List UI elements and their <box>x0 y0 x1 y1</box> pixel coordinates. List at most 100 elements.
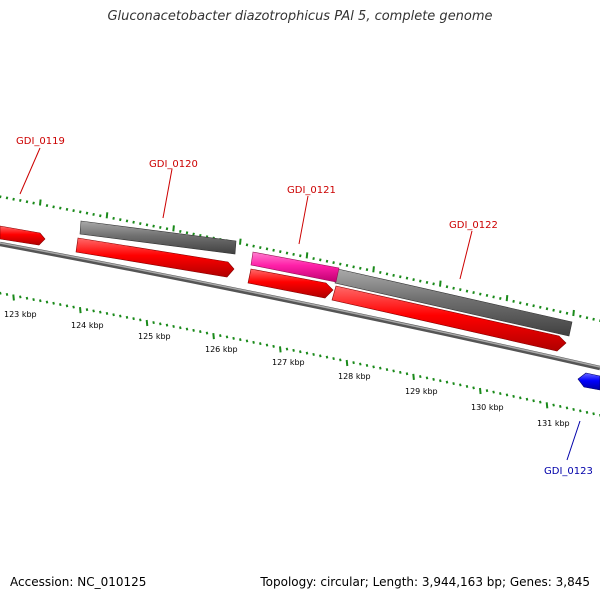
gene-arrow-gdi-0122[interactable] <box>331 285 567 352</box>
minor-tick <box>165 227 169 231</box>
major-tick <box>39 199 42 206</box>
minor-tick <box>312 257 315 261</box>
minor-tick <box>465 289 469 293</box>
minor-tick <box>485 389 489 393</box>
major-tick <box>172 225 175 232</box>
minor-tick <box>179 229 182 233</box>
minor-tick <box>499 296 502 300</box>
minor-tick <box>459 288 462 292</box>
minor-tick <box>559 404 562 408</box>
gene-label-gdi-0122[interactable]: GDI_0122 <box>449 220 498 231</box>
minor-tick <box>59 206 62 210</box>
minor-tick <box>419 279 422 283</box>
minor-tick <box>572 407 575 411</box>
leader-line-gdi-0120 <box>162 168 173 219</box>
minor-tick <box>565 311 569 315</box>
minor-tick <box>179 326 182 330</box>
minor-tick <box>525 302 529 306</box>
genome-backbone <box>0 241 600 371</box>
minor-tick <box>112 216 115 220</box>
minor-tick <box>45 204 49 208</box>
minor-tick <box>232 336 235 340</box>
minor-tick <box>32 201 35 205</box>
minor-tick <box>432 377 435 381</box>
minor-tick <box>525 397 529 401</box>
minor-tick <box>292 348 295 352</box>
leader-line-gdi-0121 <box>298 195 309 245</box>
minor-tick <box>352 361 355 365</box>
minor-tick <box>192 232 195 236</box>
minor-tick <box>592 317 595 321</box>
minor-tick <box>12 197 15 201</box>
gene-arrow-gdi-0120[interactable] <box>75 237 235 278</box>
major-tick <box>79 307 82 314</box>
minor-tick <box>372 365 375 369</box>
minor-tick <box>172 324 175 328</box>
minor-tick <box>119 218 122 222</box>
minor-tick <box>539 400 542 404</box>
minor-tick <box>512 394 515 398</box>
gene-arrow-gdi-0119[interactable] <box>0 225 46 246</box>
cds-block-gdi-0121[interactable] <box>250 251 340 283</box>
major-tick <box>505 295 509 302</box>
minor-tick <box>45 300 49 304</box>
gene-arrow-gdi-0123[interactable] <box>577 372 600 391</box>
cds-block-gdi-0120[interactable] <box>79 220 237 255</box>
minor-tick <box>25 200 29 204</box>
minor-tick <box>392 369 395 373</box>
minor-tick <box>99 310 102 314</box>
minor-tick <box>359 266 362 270</box>
minor-tick <box>239 338 242 342</box>
minor-tick <box>59 303 62 307</box>
minor-tick <box>272 248 275 252</box>
minor-tick <box>65 207 69 211</box>
minor-tick <box>0 195 2 199</box>
minor-tick <box>452 286 455 290</box>
major-tick <box>305 252 309 259</box>
minor-tick <box>585 316 589 320</box>
minor-tick <box>472 386 475 390</box>
minor-tick <box>139 222 142 226</box>
gene-label-gdi-0121[interactable]: GDI_0121 <box>287 185 336 196</box>
minor-tick <box>519 301 522 305</box>
minor-tick <box>399 275 402 279</box>
inner-tick-ring <box>0 291 600 417</box>
gene-label-gdi-0123[interactable]: GDI_0123 <box>544 466 593 477</box>
leader-line-gdi-0123 <box>566 420 581 461</box>
major-tick <box>439 280 442 287</box>
major-tick <box>479 387 482 395</box>
minor-tick <box>285 347 289 351</box>
minor-tick <box>105 311 109 315</box>
gene-arrow-gdi-0121[interactable] <box>247 268 334 299</box>
leader-line-gdi-0119 <box>19 147 41 195</box>
minor-tick <box>352 265 355 269</box>
minor-tick <box>365 363 369 367</box>
minor-tick <box>305 351 309 355</box>
minor-tick <box>79 210 82 214</box>
minor-tick <box>539 305 542 309</box>
minor-tick <box>405 276 409 280</box>
minor-tick <box>579 314 582 318</box>
major-tick <box>412 373 415 380</box>
minor-tick <box>425 376 429 380</box>
minor-tick <box>392 273 395 277</box>
minor-tick <box>159 225 162 229</box>
minor-tick <box>52 301 55 305</box>
minor-tick <box>85 308 89 312</box>
minor-tick <box>252 340 255 344</box>
minor-tick <box>385 368 389 372</box>
minor-tick <box>92 212 95 216</box>
minor-tick <box>445 380 449 384</box>
major-tick <box>279 346 282 353</box>
minor-tick <box>25 296 29 300</box>
gene-label-gdi-0119[interactable]: GDI_0119 <box>16 136 65 147</box>
gene-label-gdi-0120[interactable]: GDI_0120 <box>149 159 198 170</box>
major-tick <box>212 333 215 340</box>
minor-tick <box>459 383 462 387</box>
minor-tick <box>332 261 335 265</box>
minor-tick <box>399 370 402 374</box>
minor-tick <box>265 343 269 347</box>
genome-backbone-highlight <box>0 242 600 368</box>
scale-label-125-kbp: 125 kbp <box>138 332 171 341</box>
